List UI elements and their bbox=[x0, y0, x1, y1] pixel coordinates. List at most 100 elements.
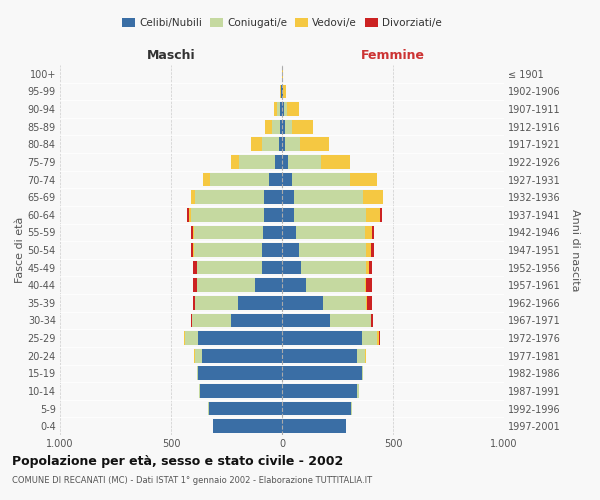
Bar bbox=[231, 155, 239, 169]
Bar bbox=[299, 243, 367, 257]
Bar bbox=[377, 331, 379, 345]
Bar bbox=[274, 102, 277, 116]
Bar bbox=[282, 120, 286, 134]
Bar bbox=[281, 84, 282, 98]
Bar bbox=[282, 278, 307, 292]
Text: Maschi: Maschi bbox=[146, 50, 196, 62]
Bar bbox=[277, 102, 280, 116]
Bar bbox=[264, 208, 282, 222]
Bar bbox=[282, 155, 287, 169]
Bar bbox=[194, 243, 262, 257]
Bar bbox=[287, 102, 299, 116]
Bar bbox=[191, 208, 264, 222]
Bar bbox=[282, 260, 301, 274]
Bar bbox=[282, 208, 294, 222]
Bar bbox=[282, 349, 358, 362]
Bar bbox=[256, 278, 282, 292]
Text: Femmine: Femmine bbox=[361, 50, 425, 62]
Bar bbox=[262, 243, 282, 257]
Bar bbox=[284, 102, 287, 116]
Bar bbox=[282, 296, 323, 310]
Bar bbox=[294, 190, 363, 204]
Bar bbox=[189, 208, 191, 222]
Bar bbox=[197, 331, 282, 345]
Bar bbox=[185, 331, 197, 345]
Bar bbox=[358, 349, 365, 362]
Bar bbox=[193, 226, 194, 239]
Bar bbox=[191, 190, 196, 204]
Bar bbox=[358, 384, 359, 398]
Bar bbox=[368, 260, 372, 274]
Bar bbox=[379, 331, 380, 345]
Legend: Celibi/Nubili, Coniugati/e, Vedovi/e, Divorziati/e: Celibi/Nubili, Coniugati/e, Vedovi/e, Di… bbox=[119, 14, 445, 31]
Bar bbox=[193, 260, 197, 274]
Bar bbox=[197, 366, 282, 380]
Bar bbox=[367, 260, 368, 274]
Bar bbox=[203, 172, 210, 186]
Bar bbox=[200, 384, 282, 398]
Bar bbox=[282, 420, 346, 433]
Bar bbox=[362, 331, 377, 345]
Bar bbox=[187, 208, 189, 222]
Bar bbox=[283, 84, 286, 98]
Text: COMUNE DI RECANATI (MC) - Dati ISTAT 1° gennaio 2002 - Elaborazione TUTTITALIA.I: COMUNE DI RECANATI (MC) - Dati ISTAT 1° … bbox=[12, 476, 372, 485]
Bar bbox=[231, 314, 282, 328]
Bar bbox=[263, 226, 282, 239]
Bar bbox=[282, 190, 294, 204]
Bar bbox=[209, 402, 282, 415]
Bar bbox=[262, 138, 278, 151]
Bar bbox=[300, 138, 329, 151]
Bar bbox=[292, 120, 313, 134]
Bar bbox=[264, 190, 282, 204]
Bar bbox=[184, 331, 185, 345]
Bar bbox=[275, 155, 282, 169]
Bar bbox=[321, 155, 350, 169]
Bar bbox=[213, 420, 282, 433]
Bar bbox=[287, 155, 321, 169]
Bar bbox=[265, 120, 272, 134]
Bar bbox=[380, 208, 382, 222]
Bar bbox=[238, 296, 282, 310]
Bar bbox=[367, 243, 371, 257]
Bar bbox=[330, 314, 371, 328]
Bar bbox=[191, 243, 193, 257]
Bar bbox=[371, 243, 374, 257]
Bar bbox=[280, 102, 282, 116]
Bar bbox=[292, 172, 350, 186]
Bar bbox=[365, 278, 367, 292]
Bar bbox=[196, 296, 238, 310]
Bar bbox=[272, 120, 280, 134]
Bar bbox=[282, 138, 286, 151]
Bar bbox=[193, 243, 194, 257]
Bar bbox=[362, 366, 363, 380]
Bar bbox=[282, 366, 362, 380]
Bar bbox=[262, 260, 282, 274]
Bar bbox=[365, 349, 367, 362]
Bar bbox=[286, 138, 300, 151]
Y-axis label: Anni di nascita: Anni di nascita bbox=[571, 209, 580, 291]
Bar bbox=[194, 349, 196, 362]
Bar bbox=[282, 172, 292, 186]
Bar bbox=[365, 226, 372, 239]
Bar bbox=[210, 172, 269, 186]
Bar bbox=[199, 384, 200, 398]
Y-axis label: Fasce di età: Fasce di età bbox=[14, 217, 25, 283]
Bar bbox=[192, 314, 231, 328]
Bar bbox=[307, 278, 365, 292]
Bar bbox=[323, 296, 367, 310]
Bar bbox=[191, 314, 192, 328]
Bar bbox=[301, 260, 367, 274]
Bar bbox=[280, 120, 282, 134]
Bar bbox=[367, 278, 372, 292]
Bar bbox=[286, 120, 292, 134]
Bar bbox=[202, 349, 282, 362]
Bar bbox=[282, 84, 283, 98]
Bar bbox=[282, 314, 330, 328]
Bar bbox=[269, 172, 282, 186]
Bar bbox=[282, 402, 351, 415]
Bar bbox=[191, 226, 193, 239]
Bar bbox=[251, 138, 262, 151]
Bar bbox=[363, 190, 383, 204]
Text: Popolazione per età, sesso e stato civile - 2002: Popolazione per età, sesso e stato civil… bbox=[12, 455, 343, 468]
Bar bbox=[350, 172, 377, 186]
